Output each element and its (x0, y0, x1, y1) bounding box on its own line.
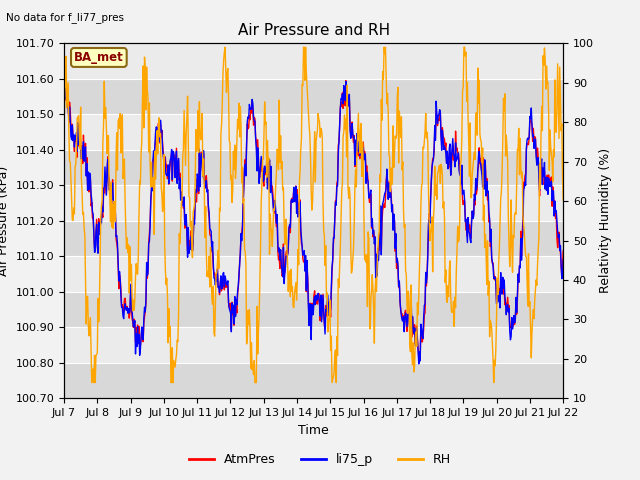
Bar (64, 256, 563, 292)
Bar (64, 79, 563, 114)
Bar (64, 185, 563, 221)
Bar (64, 292, 563, 327)
Text: No data for f_li77_pres: No data for f_li77_pres (6, 12, 124, 23)
X-axis label: Time: Time (298, 424, 329, 437)
Bar (64, 221, 563, 256)
Title: Air Pressure and RH: Air Pressure and RH (237, 23, 390, 38)
Legend: AtmPres, li75_p, RH: AtmPres, li75_p, RH (184, 448, 456, 471)
Bar (64, 327, 563, 363)
Bar (64, 43, 563, 79)
Bar (64, 150, 563, 185)
Bar (64, 363, 563, 398)
Y-axis label: Relativity Humidity (%): Relativity Humidity (%) (600, 148, 612, 293)
Y-axis label: Air Pressure (kPa): Air Pressure (kPa) (0, 166, 10, 276)
Bar (64, 114, 563, 150)
Text: BA_met: BA_met (74, 51, 124, 64)
